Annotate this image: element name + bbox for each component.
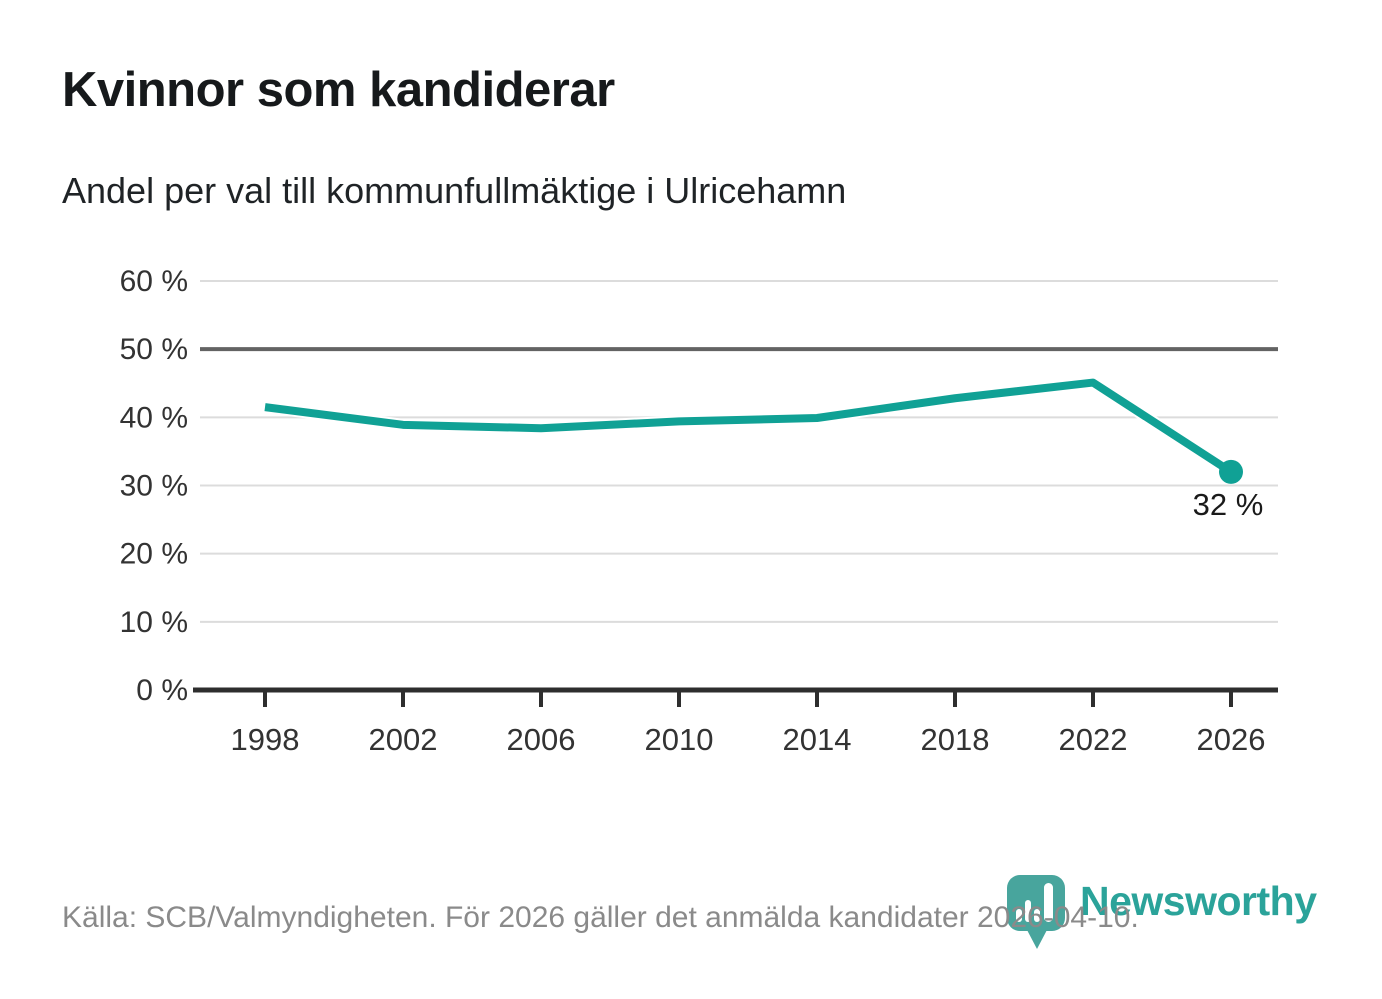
newsworthy-speech-bubble-barchart-icon xyxy=(1007,875,1065,949)
svg-text:50 %: 50 % xyxy=(120,333,188,366)
chart-subtitle: Andel per val till kommunfullmäktige i U… xyxy=(62,170,847,211)
svg-text:2002: 2002 xyxy=(369,722,438,757)
svg-text:0 %: 0 % xyxy=(136,674,188,707)
x-axis: 1998 2002 2006 2010 2014 2018 2022 2026 xyxy=(193,687,1278,757)
svg-text:2014: 2014 xyxy=(783,722,852,757)
svg-text:2026: 2026 xyxy=(1197,722,1266,757)
end-point-label: 32 % xyxy=(1193,487,1264,522)
chart-title: Kvinnor som kandiderar xyxy=(62,63,615,117)
newsworthy-wordmark: Newsworthy xyxy=(1080,878,1317,924)
data-line xyxy=(264,378,1234,476)
svg-text:1998: 1998 xyxy=(231,722,300,757)
svg-text:30 %: 30 % xyxy=(120,470,188,503)
end-point-marker xyxy=(1219,459,1243,484)
source-note: Källa: SCB/Valmyndigheten. För 2026 gäll… xyxy=(62,901,1139,934)
svg-text:20 %: 20 % xyxy=(120,538,188,571)
svg-text:60 %: 60 % xyxy=(120,265,188,298)
svg-text:2022: 2022 xyxy=(1059,722,1128,757)
gridlines xyxy=(200,280,1278,623)
newsworthy-logo: Newsworthy xyxy=(1006,874,1317,952)
svg-text:2010: 2010 xyxy=(645,722,714,757)
svg-text:40 %: 40 % xyxy=(120,401,188,434)
svg-text:2018: 2018 xyxy=(921,722,990,757)
svg-text:2006: 2006 xyxy=(507,722,576,757)
svg-text:10 %: 10 % xyxy=(120,606,188,639)
y-axis-labels: 0 % 10 % 20 % 30 % 40 % 50 % 60 % xyxy=(120,265,188,707)
